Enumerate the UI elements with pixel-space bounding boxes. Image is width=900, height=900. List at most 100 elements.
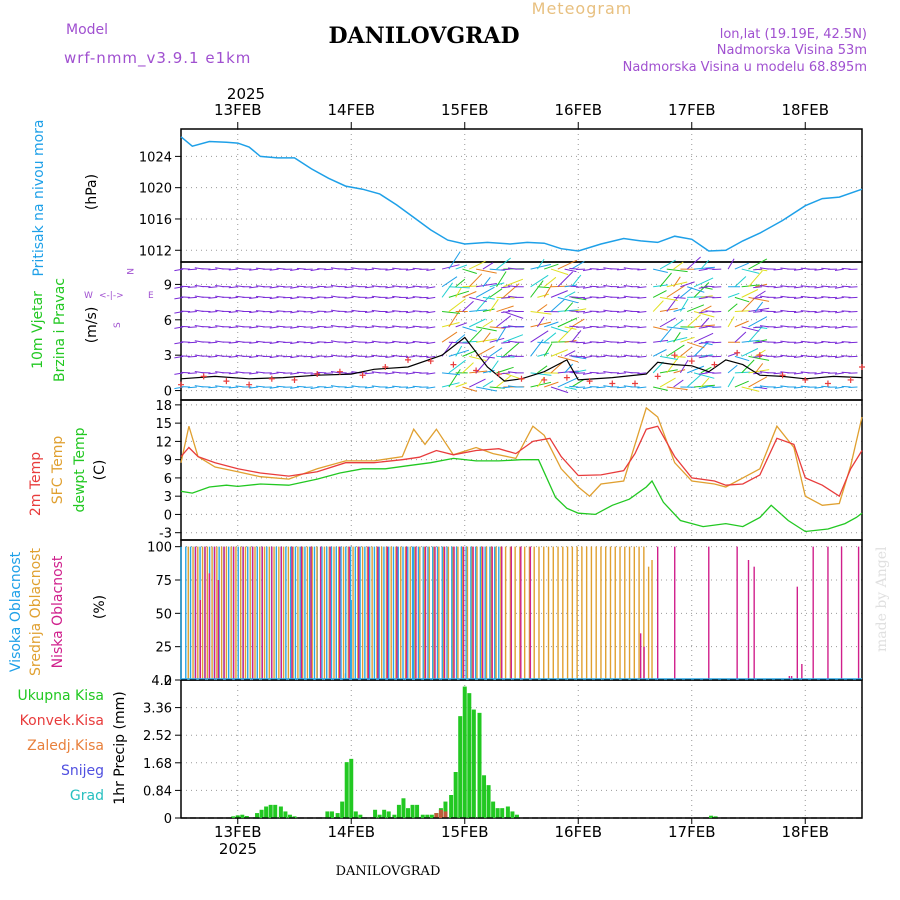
wind-arrow: [693, 311, 715, 318]
gust-marker: [382, 363, 389, 370]
wind-arrow: [741, 284, 760, 288]
pressure-line: [180, 136, 863, 252]
wind-arrow: [557, 296, 579, 304]
wind-arrow: [666, 344, 685, 357]
wind-arrow: [748, 355, 770, 361]
wind-arrow: [773, 372, 783, 375]
wind-arrow: [503, 342, 520, 357]
wind-arrow: [596, 326, 606, 328]
wind-arrow: [596, 296, 606, 299]
wind-arrow: [841, 285, 851, 288]
ytick-label-temperature-5: 12: [155, 435, 172, 450]
wind-title-2: Brzina i Pravac: [52, 278, 68, 382]
pressure-title: Pritisak na nivou mora: [31, 119, 47, 276]
gust-marker: [450, 361, 457, 368]
wind-arrow: [344, 296, 354, 299]
wind-arrow: [441, 276, 458, 288]
wind-arrow: [303, 296, 313, 299]
wind-arrow: [530, 372, 552, 376]
dewpt-line: [180, 457, 863, 533]
ytick-label-temperature-0: -3: [159, 527, 172, 542]
wind-arrow: [589, 341, 599, 343]
wind-arrow: [727, 376, 735, 388]
wind-arrow: [693, 341, 710, 357]
wind-arrow: [469, 260, 486, 270]
cloud-mid-title: Srednja Oblacnost: [28, 548, 44, 676]
wind-arrow: [174, 341, 184, 345]
wind-arrow: [536, 376, 545, 388]
wind-arrow: [455, 334, 466, 343]
bottom-date-label-1: 14FEB: [328, 823, 375, 841]
wind-arrow: [324, 326, 334, 328]
wind-arrow: [344, 286, 354, 289]
wind-arrow: [290, 311, 300, 314]
wind-arrow: [462, 350, 477, 357]
gust-marker: [688, 358, 695, 365]
wind-arrow: [653, 386, 668, 391]
wind-arrow: [814, 326, 824, 329]
wind-arrow: [705, 371, 715, 374]
wind-arrow: [814, 286, 824, 289]
wind-arrow: [680, 336, 695, 343]
wind-arrow: [596, 341, 606, 344]
wind-arrow: [659, 369, 678, 374]
wind-arrow: [637, 268, 647, 271]
wind-arrow: [296, 267, 306, 270]
wind-arrow: [249, 372, 259, 375]
wind-arrow: [569, 310, 579, 313]
wind-arrow: [489, 288, 503, 298]
precip-bar: [505, 806, 510, 818]
wind-arrow: [530, 280, 544, 298]
ytick-label-precip-1: 0.84: [143, 784, 172, 799]
wind-arrow: [476, 338, 497, 343]
wind-arrow: [680, 287, 693, 298]
wind-arrow: [698, 311, 708, 314]
wind-arrow: [324, 311, 334, 313]
wind-arrow: [530, 263, 552, 270]
wind-arrow: [698, 296, 708, 300]
wind-arrow: [208, 286, 218, 289]
wind-arrow: [364, 296, 375, 299]
wind-arrow: [228, 268, 238, 271]
wind-arrow: [469, 309, 488, 313]
wind-arrow: [364, 355, 375, 358]
ytick-label-temperature-3: 6: [164, 472, 172, 487]
panel-pressure: 1012 1016 1020 1024: [139, 128, 863, 263]
wind-arrow: [269, 372, 279, 375]
wind-arrow: [441, 372, 461, 376]
wind-arrow: [249, 355, 259, 358]
wind-arrow: [550, 290, 568, 298]
precip-bar: [386, 811, 391, 818]
wind-arrow: [666, 326, 688, 330]
station-title: DANILOVGRAD: [328, 23, 519, 49]
wind-arrow: [290, 268, 300, 271]
wind-arrow: [687, 341, 705, 349]
wind-arrow: [448, 290, 470, 298]
wind-arrow: [705, 341, 715, 343]
wind-arrow: [344, 372, 354, 375]
wind-arrow: [616, 286, 626, 289]
gust-marker: [178, 381, 184, 388]
wind-arrow: [705, 296, 715, 298]
wind-arrow: [405, 326, 415, 329]
wind-arrow: [748, 258, 768, 270]
wind-arrow: [405, 355, 415, 359]
wind-arrow: [324, 372, 334, 374]
wind-arrow: [187, 341, 197, 344]
wind-arrow: [637, 355, 647, 358]
wind-arrow: [174, 268, 184, 272]
wind-arrow: [290, 355, 300, 359]
wind-arrow: [537, 352, 550, 357]
wind-arrow: [841, 310, 851, 313]
wind-arrow: [536, 258, 545, 270]
ytick-label-precip-5: 4.2: [151, 674, 172, 689]
ytick-label-cloud-4: 100: [147, 541, 172, 556]
wind-arrow: [476, 283, 497, 288]
wind-arrow: [296, 296, 306, 298]
wind-arrow: [637, 386, 647, 389]
wind-arrow: [582, 341, 592, 345]
precip-bar: [401, 798, 406, 818]
wind-arrow: [734, 296, 750, 303]
wind-arrow: [448, 359, 466, 374]
